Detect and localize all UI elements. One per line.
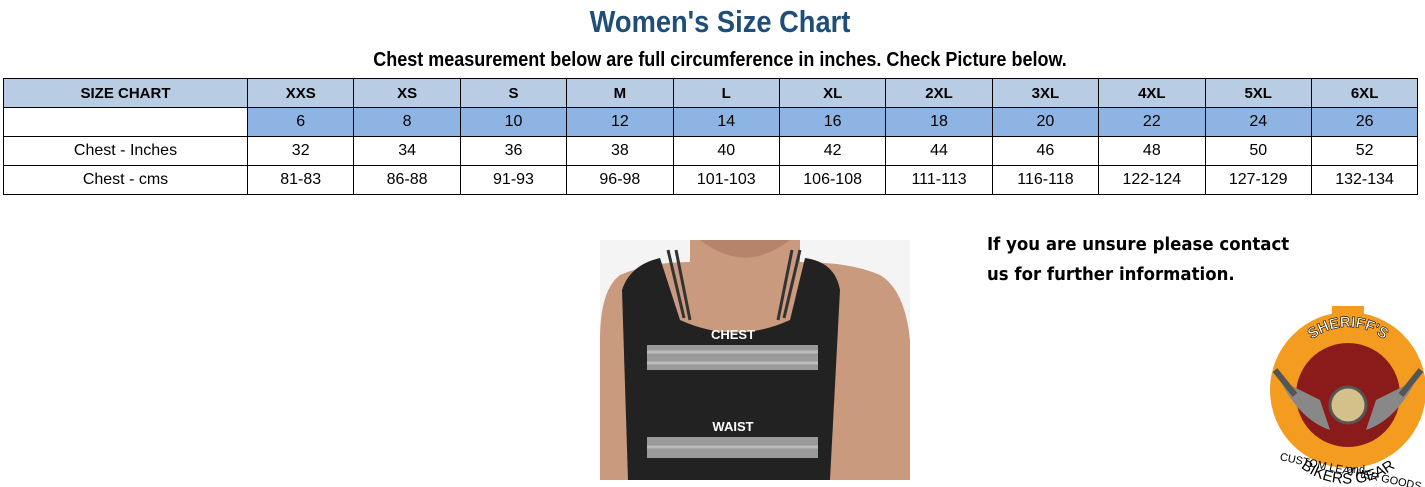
table-cell: 26 — [1310, 107, 1419, 137]
row-label: Chest - Inches — [3, 136, 248, 166]
table-cell: 18 — [885, 107, 993, 137]
table-row: 6 8 10 12 14 16 18 20 22 24 26 — [3, 107, 1419, 137]
table-cell: 86-88 — [353, 165, 461, 195]
chest-label: CHEST — [711, 327, 755, 342]
table-cell: 16 — [778, 107, 887, 137]
title: Women's Size Chart — [589, 4, 851, 39]
logo: SHERIFF'S BIKERS GEAR and CUSTOM LEATHER… — [1270, 306, 1425, 487]
table-cell: 12 — [566, 107, 674, 137]
table-cell: 122-124 — [1098, 165, 1206, 195]
table-cell: 8 — [353, 107, 461, 137]
table-cell: 20 — [991, 107, 1100, 137]
table-cell: 81-83 — [246, 165, 355, 195]
size-table: SIZE CHART XXS XS S M L XL 2XL 3XL 4XL 5XL 6XL 6 8 10 1… — [3, 78, 1419, 195]
table-cell: 52 — [1310, 136, 1419, 166]
table-cell: 22 — [1098, 107, 1206, 137]
header-cell: XS — [353, 78, 461, 108]
header-cell: 4XL — [1098, 78, 1206, 108]
table-cell: 34 — [353, 136, 461, 166]
table-cell: 24 — [1204, 107, 1312, 137]
header-cell: XXS — [246, 78, 355, 108]
row-label — [3, 107, 248, 137]
table-cell: 32 — [246, 136, 355, 166]
table-cell: 48 — [1098, 136, 1206, 166]
table-cell: 14 — [672, 107, 780, 137]
logo-and: and — [1347, 464, 1365, 476]
table-cell: 127-129 — [1204, 165, 1312, 195]
note-line: If you are unsure please contact — [987, 234, 1290, 255]
table-cell: 50 — [1204, 136, 1312, 166]
table-cell: 96-98 — [566, 165, 674, 195]
table-cell: 116-118 — [991, 165, 1100, 195]
row-label: Chest - cms — [3, 165, 248, 195]
header-row: SIZE CHART XXS XS S M L XL 2XL 3XL 4XL 5XL 6XL — [3, 78, 1419, 108]
header-cell: 3XL — [991, 78, 1100, 108]
header-cell: XL — [778, 78, 887, 108]
table-row: Chest - Inches 32 34 36 38 40 42 44 46 48 50 52 — [3, 136, 1419, 166]
table-cell: 46 — [991, 136, 1100, 166]
header-cell: 2XL — [885, 78, 993, 108]
table-cell: 36 — [459, 136, 568, 166]
header-cell: 6XL — [1310, 78, 1419, 108]
table-cell: 106-108 — [778, 165, 887, 195]
table-cell: 111-113 — [885, 165, 993, 195]
table-cell: 40 — [672, 136, 780, 166]
table-row: Chest - cms 81-83 86-88 91-93 96-98 101-103 10… — [3, 165, 1419, 195]
table-cell: 132-134 — [1310, 165, 1419, 195]
table-cell: 91-93 — [459, 165, 568, 195]
table-cell: 38 — [566, 136, 674, 166]
header-cell: M — [566, 78, 674, 108]
header-cell: 5XL — [1204, 78, 1312, 108]
table-cell: 44 — [885, 136, 993, 166]
table-cell: 101-103 — [672, 165, 780, 195]
model-figure: CHEST WAIST — [600, 240, 910, 480]
subtitle: Chest measurement below are full circumf… — [373, 49, 1067, 71]
waist-label: WAIST — [712, 419, 753, 434]
note-line: us for further information. — [987, 264, 1235, 285]
header-cell: SIZE CHART — [3, 78, 248, 108]
header-cell: L — [672, 78, 780, 108]
header-cell: S — [459, 78, 568, 108]
table-cell: 10 — [459, 107, 568, 137]
table-cell: 42 — [778, 136, 887, 166]
table-cell: 6 — [246, 107, 355, 137]
